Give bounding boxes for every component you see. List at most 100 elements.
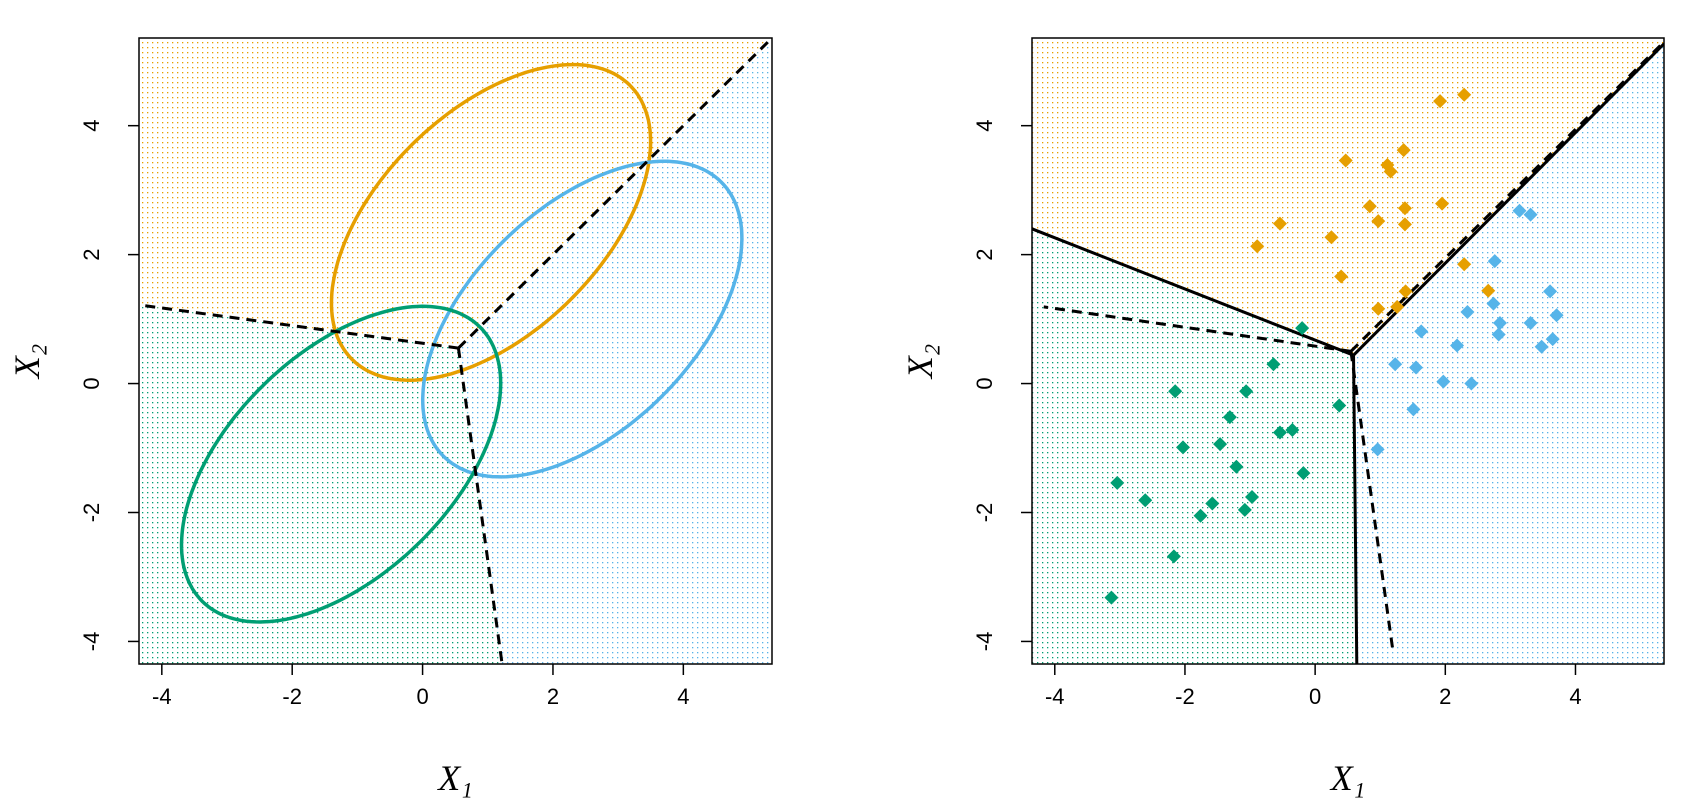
point: [1549, 308, 1564, 323]
point: [1457, 87, 1472, 102]
point: [1104, 590, 1119, 605]
x-tick-label: 2: [547, 684, 559, 709]
y-tick-label: 2: [79, 248, 104, 260]
point: [1324, 230, 1339, 245]
point: [1436, 374, 1451, 389]
x-tick-label: -4: [1045, 684, 1065, 709]
y-tick-label: -2: [972, 503, 997, 523]
point: [1545, 332, 1560, 347]
y-tick-label: 2: [972, 248, 997, 260]
point: [1334, 269, 1349, 284]
point: [1491, 327, 1506, 342]
y-tick-label: 4: [79, 120, 104, 132]
decision-boundary: [1349, 40, 1664, 353]
point: [1176, 440, 1191, 455]
panel: -4 -2 0 2 4 -4 -2 0 2 4 X₁ X₂: [7, 37, 773, 798]
point: [1272, 425, 1287, 440]
point: [1193, 508, 1208, 523]
point: [1166, 549, 1181, 564]
y-tick-label: 4: [972, 120, 997, 132]
point: [1397, 217, 1412, 232]
decision-region: [1353, 43, 1664, 664]
ellipse: [420, 159, 744, 479]
x-tick-label: -2: [1175, 684, 1195, 709]
y-tick-label: -2: [79, 503, 104, 523]
point: [1534, 339, 1549, 354]
point: [1168, 384, 1183, 399]
point: [1390, 299, 1405, 314]
point: [1464, 376, 1479, 391]
point: [1205, 496, 1220, 511]
point: [1414, 324, 1429, 339]
ellipse: [179, 304, 503, 624]
point: [1295, 321, 1310, 336]
plot-frame: [1031, 37, 1665, 665]
point: [1229, 459, 1244, 474]
point: [1371, 214, 1386, 229]
point: [1250, 239, 1265, 254]
point: [1435, 196, 1450, 211]
decision-boundary: [139, 303, 459, 350]
decision-region: [139, 38, 772, 349]
point: [1266, 357, 1281, 372]
point: [1239, 384, 1254, 399]
decision-boundary: [1352, 355, 1359, 664]
ellipse: [329, 62, 653, 382]
point: [1433, 94, 1448, 109]
x-tick-label: -4: [152, 684, 172, 709]
plot-area: [1032, 38, 1664, 664]
point: [1492, 315, 1507, 330]
point: [1388, 357, 1403, 372]
point: [1213, 437, 1228, 452]
point: [1272, 216, 1287, 231]
point: [1110, 475, 1125, 490]
decision-region: [1032, 38, 1664, 356]
point: [1383, 164, 1398, 179]
y-tick-label: 0: [972, 377, 997, 389]
point: [1371, 301, 1386, 316]
x-tick-label: -2: [282, 684, 302, 709]
y-tick-label: -4: [972, 632, 997, 652]
point: [1523, 315, 1538, 330]
point: [1244, 490, 1259, 505]
x-tick-label: 4: [677, 684, 689, 709]
point: [1450, 338, 1465, 353]
point: [1486, 296, 1501, 311]
panel: -4 -2 0 2 4 -4 -2 0 2 4 X₁ X₂: [900, 37, 1665, 798]
point: [1296, 466, 1311, 481]
decision-boundary: [1352, 42, 1664, 357]
plot-frame: [138, 37, 773, 665]
y-tick-label: 0: [79, 377, 104, 389]
point: [1370, 442, 1385, 457]
point: [1222, 410, 1237, 425]
point: [1406, 402, 1421, 417]
point: [1481, 283, 1496, 298]
decision-boundary: [456, 347, 504, 664]
decision-boundary: [457, 38, 772, 350]
point: [1457, 257, 1472, 272]
point: [1332, 398, 1347, 413]
x-tick-label: 2: [1439, 684, 1451, 709]
point: [1285, 422, 1300, 437]
point: [1398, 284, 1413, 299]
point: [1138, 493, 1153, 508]
decision-region: [139, 304, 503, 664]
plot-area: [139, 38, 772, 664]
point: [1543, 284, 1558, 299]
point: [1237, 502, 1252, 517]
point: [1460, 304, 1475, 319]
y-axis-label: X₂: [7, 344, 47, 381]
x-axis-label: X₁: [436, 758, 473, 798]
x-tick-label: 0: [416, 684, 428, 709]
y-axis-label: X₂: [900, 344, 940, 381]
point: [1487, 254, 1502, 269]
point: [1362, 199, 1377, 214]
y-tick-label: -4: [79, 632, 104, 652]
decision-region: [1032, 228, 1357, 664]
x-tick-label: 4: [1569, 684, 1581, 709]
point: [1396, 143, 1411, 158]
decision-region: [458, 38, 772, 664]
decision-boundary: [1032, 227, 1355, 357]
point: [1338, 153, 1353, 168]
